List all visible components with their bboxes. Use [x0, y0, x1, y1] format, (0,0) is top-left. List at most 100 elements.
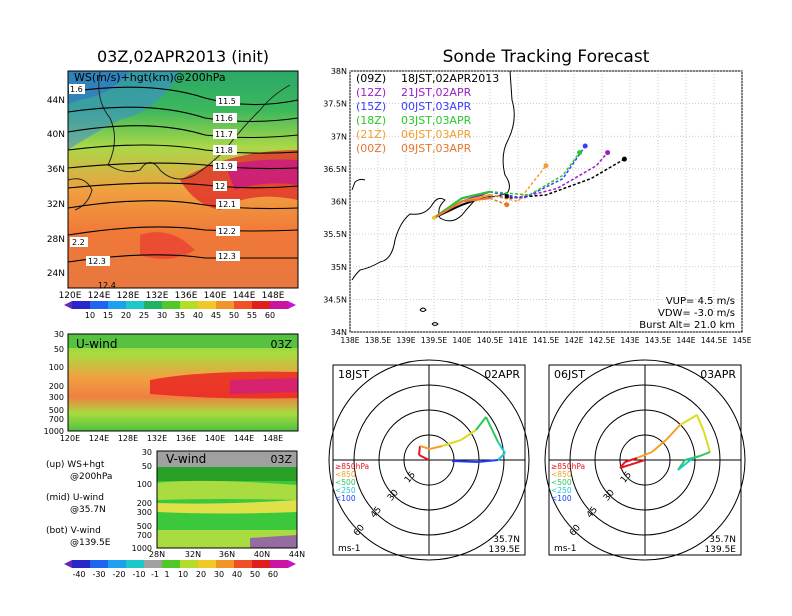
svg-text:12.3: 12.3	[88, 257, 106, 266]
svg-text:144E: 144E	[234, 434, 254, 443]
svg-text:60: 60	[268, 570, 278, 579]
svg-text:1000: 1000	[44, 427, 64, 436]
track-lon-label: 139E	[396, 336, 415, 345]
launch-code-2: (15Z)	[356, 100, 386, 113]
svg-text:148E: 148E	[262, 291, 285, 301]
honshu-coastline	[351, 70, 515, 281]
track-landing-5	[504, 202, 510, 208]
track-ascent-5	[433, 197, 491, 219]
svg-text:-40: -40	[72, 570, 85, 579]
svg-text:<100: <100	[551, 494, 572, 503]
track-landing-4	[543, 163, 549, 169]
track-landing-3	[577, 150, 583, 156]
svg-text:-10: -10	[132, 570, 145, 579]
launch-time-5: 09JST,03APR	[401, 142, 472, 155]
svg-text:100: 100	[49, 363, 64, 372]
hodo2-trace-segment	[699, 451, 711, 457]
track-descent-5	[489, 197, 508, 206]
track-lon-label: 143.5E	[645, 336, 671, 345]
vwind-label: V-wind	[166, 452, 206, 466]
svg-text:12: 12	[215, 182, 225, 191]
svg-text:12.4: 12.4	[98, 281, 116, 290]
svg-text:@200hPa: @200hPa	[70, 472, 112, 482]
svg-text:11.5: 11.5	[218, 97, 236, 106]
svg-text:44N: 44N	[47, 96, 65, 106]
svg-text:128E: 128E	[117, 291, 140, 301]
svg-text:1.6: 1.6	[70, 85, 83, 94]
svg-text:30: 30	[157, 311, 167, 320]
hodograph-1: 18JST 02APR 15 30 45 60 ≥850hPa <850 <50…	[328, 359, 530, 561]
hodo1-time: 18JST	[338, 368, 369, 381]
svg-text:11.6: 11.6	[215, 114, 233, 123]
ws-lat-axis: 44N 40N 36N 32N 28N 24N	[47, 96, 65, 279]
svg-text:100: 100	[137, 480, 152, 489]
svg-text:148E: 148E	[263, 434, 283, 443]
svg-text:200: 200	[137, 499, 152, 508]
svg-text:132E: 132E	[146, 291, 169, 301]
svg-text:<500: <500	[551, 478, 572, 487]
uwind-lon-axis: 120E 124E 128E 132E 136E 140E 144E 148E	[60, 434, 283, 443]
island-2	[431, 322, 439, 326]
vwind-frame	[156, 450, 298, 549]
hodo2-trace-segment	[624, 457, 638, 463]
track-lat-label: 34N	[331, 328, 347, 337]
track-lon-label: 138.5E	[365, 336, 391, 345]
hodo2-trace-segment	[679, 414, 698, 426]
launch-time-1: 21JST,02APR	[401, 86, 472, 99]
island-1	[419, 307, 427, 312]
track-lon-label: 141.5E	[533, 336, 559, 345]
hodo2-lat: 35.7N	[709, 535, 736, 545]
hodo1-trace-segment	[451, 460, 479, 463]
hodo1-trace-segment	[419, 445, 431, 450]
ws-lon-axis: 120E 124E 128E 132E 136E 140E 144E 148E	[59, 291, 285, 301]
hodo1-unit: ms-1	[338, 544, 360, 554]
svg-text:144E: 144E	[233, 291, 256, 301]
hodo2-level-legend: ≥850hPa <850 <500 <250 <100	[551, 462, 585, 503]
hodo2-unit: ms-1	[554, 544, 576, 554]
track-lat-label: 37.5N	[323, 100, 347, 109]
uwind-frame	[67, 333, 299, 432]
svg-text:136E: 136E	[175, 291, 198, 301]
vwind-pressure-axis: 30 50 100 200 300 500 700 1000	[132, 448, 152, 553]
burst-param: Burst Alt= 21.0 km	[639, 320, 735, 331]
svg-text:28N: 28N	[47, 235, 65, 245]
hodo1-lon: 139.5E	[489, 545, 521, 555]
track-landing-0	[621, 156, 627, 162]
height-contours	[67, 86, 299, 263]
svg-text:12.2: 12.2	[218, 227, 236, 236]
track-lat-label: 37N	[331, 132, 347, 141]
hodo1-level-legend: ≥850hPa <850 <500 <250 <100	[335, 462, 369, 503]
svg-text:(mid) U-wind: (mid) U-wind	[46, 493, 104, 503]
svg-text:<250: <250	[551, 486, 572, 495]
svg-text:124E: 124E	[88, 291, 111, 301]
svg-text:45: 45	[211, 311, 221, 320]
launch-code-3: (18Z)	[356, 114, 386, 127]
svg-text:120E: 120E	[60, 434, 80, 443]
svg-text:11.7: 11.7	[215, 130, 233, 139]
ws-south-max	[140, 232, 195, 259]
hodo1-trace-segment	[477, 459, 499, 463]
hodo1-trace-segment	[441, 439, 462, 447]
svg-text:300: 300	[49, 393, 64, 402]
svg-text:700: 700	[49, 415, 64, 424]
wind-colorbar: -40 -30 -20 -10 -1 1 10 20 30 40 50 60	[64, 560, 296, 579]
svg-text:20: 20	[121, 311, 131, 320]
svg-text:44N: 44N	[289, 550, 305, 559]
coastline-fragment	[351, 178, 366, 191]
svg-text:20: 20	[196, 570, 206, 579]
svg-text:30: 30	[214, 570, 224, 579]
track-lat-label: 36N	[331, 198, 347, 207]
svg-text:30: 30	[54, 330, 64, 339]
svg-text:12.1: 12.1	[218, 200, 236, 209]
launch-legend: (09Z) 18JST,02APR2013 (12Z) 21JST,02APR …	[356, 72, 499, 155]
hodo2-trace-segment	[651, 439, 667, 453]
svg-text:12.3: 12.3	[218, 252, 236, 261]
svg-text:<850: <850	[335, 470, 356, 479]
uwind-time: 03Z	[270, 338, 292, 351]
svg-text:<500: <500	[335, 478, 356, 487]
track-lon-label: 138E	[340, 336, 359, 345]
svg-text:40: 40	[193, 311, 203, 320]
track-lat-axis: 38N 37.5N 37N 36.5N 36N 35.5N 35N 34.5N 34N	[323, 67, 347, 337]
svg-text:1: 1	[164, 570, 169, 579]
track-lon-label: 144E	[676, 336, 695, 345]
